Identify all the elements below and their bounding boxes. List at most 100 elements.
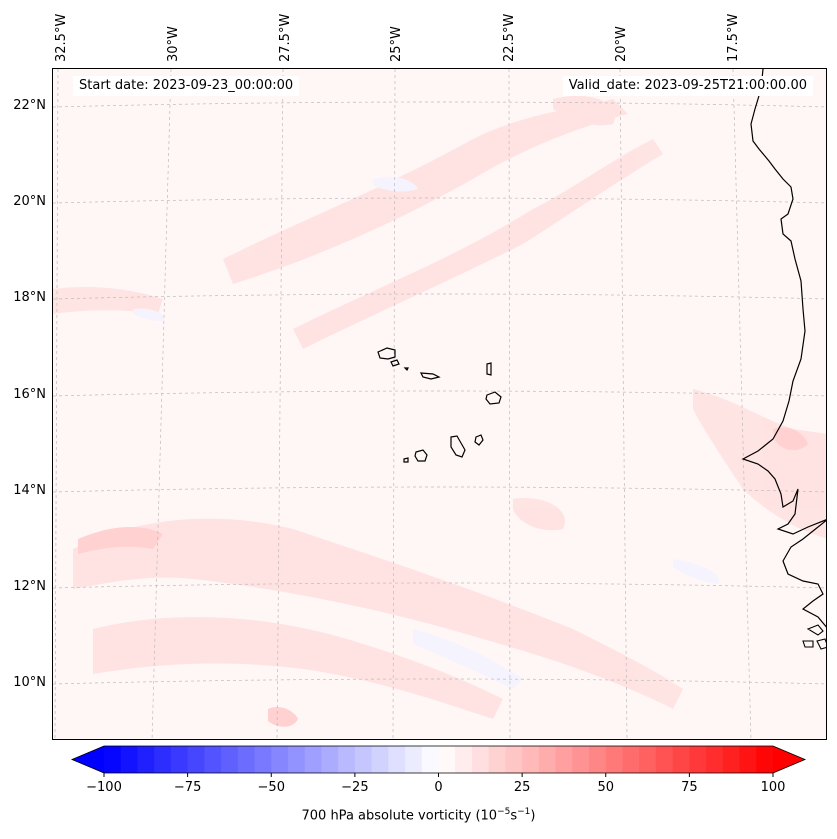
map-panel xyxy=(52,68,827,740)
colorbar-title-exponent-1: −5 xyxy=(497,807,511,817)
colorbar-extend-max xyxy=(773,746,805,773)
colorbar-segment xyxy=(438,746,456,773)
colorbar-tick-label: 100 xyxy=(760,780,786,795)
island-boa-vista xyxy=(485,391,502,405)
longitude-label: 17.5°W xyxy=(726,13,741,62)
island-fogo xyxy=(414,449,428,462)
island-santiago xyxy=(450,435,466,458)
colorbar-segment xyxy=(254,746,272,773)
colorbar-segment xyxy=(338,746,356,773)
colorbar-segment xyxy=(388,746,406,773)
start-date-label: Start date: 2023-09-23_00:00:00 xyxy=(73,76,300,96)
colorbar-segment xyxy=(237,746,256,773)
island-sao-nicolau xyxy=(419,372,441,380)
cape-verde-islands xyxy=(377,347,502,463)
positive-vorticity-band xyxy=(223,99,628,284)
latitude-label: 16°N xyxy=(13,387,46,402)
colorbar-segment xyxy=(555,746,573,773)
colorbar-segment xyxy=(672,746,690,773)
negative-vorticity-band xyxy=(373,177,418,192)
colorbar-tick-label: −75 xyxy=(173,780,202,795)
colorbar-segment xyxy=(689,746,707,773)
colorbar-segment xyxy=(137,746,155,773)
colorbar-segment xyxy=(505,746,523,773)
colorbar-tick-label: −50 xyxy=(257,780,285,795)
colorbar-segment xyxy=(221,746,239,773)
colorbar-segment xyxy=(706,746,724,773)
latitude-label: 14°N xyxy=(13,483,46,498)
colorbar-segment xyxy=(271,746,289,773)
island-santa-luzia xyxy=(403,367,409,372)
colorbar-tick-label: 25 xyxy=(513,780,531,795)
colorbar-tick-label: 0 xyxy=(434,780,443,795)
colorbar-segment xyxy=(471,746,490,773)
colorbar-tick-label: 50 xyxy=(597,780,615,795)
colorbar-segment xyxy=(756,746,774,773)
colorbar-title-unit: s xyxy=(510,808,518,824)
colorbar-segment xyxy=(405,746,423,773)
colorbar-segment xyxy=(589,746,607,773)
colorbar-segment xyxy=(572,746,590,773)
negative-vorticity-band xyxy=(413,629,523,689)
colorbar-segment xyxy=(170,746,189,773)
valid-date-label: Valid_date: 2023-09-25T21:00:00.00 xyxy=(562,76,813,96)
colorbar xyxy=(70,745,807,777)
latitude-label: 22°N xyxy=(13,98,46,113)
island-sao-vicente xyxy=(390,359,400,367)
colorbar-segment xyxy=(120,746,139,773)
colorbar-segment xyxy=(321,746,339,773)
vorticity-shading xyxy=(53,95,826,727)
longitude-label: 30°W xyxy=(166,26,181,62)
colorbar-segment xyxy=(522,746,540,773)
colorbar-title-suffix: ) xyxy=(530,808,536,824)
positive-vorticity-band xyxy=(73,518,683,709)
colorbar-segment xyxy=(655,746,674,773)
latitude-label: 20°N xyxy=(13,194,46,209)
colorbar-segment xyxy=(722,746,741,773)
negative-vorticity-band xyxy=(673,559,719,584)
positive-vorticity-band xyxy=(78,527,163,554)
colorbar-segment xyxy=(488,746,506,773)
positive-vorticity-band xyxy=(93,617,503,719)
bijagos-islands xyxy=(802,624,826,650)
longitude-label: 27.5°W xyxy=(278,13,293,62)
colorbar-segment xyxy=(739,746,757,773)
colorbar-segment xyxy=(421,746,440,773)
colorbar-segment xyxy=(304,746,323,773)
colorbar-segment xyxy=(204,746,222,773)
latitude-label: 12°N xyxy=(13,579,46,594)
colorbar-tick-label: 75 xyxy=(681,780,698,795)
african-coastline xyxy=(741,69,826,628)
longitude-label: 20°W xyxy=(614,26,629,62)
positive-vorticity-band xyxy=(553,95,615,126)
colorbar-segment xyxy=(354,746,373,773)
negative-vorticity-band xyxy=(133,308,164,321)
longitude-label: 22.5°W xyxy=(502,13,517,62)
island-sal xyxy=(486,362,492,376)
colorbar-segment xyxy=(622,746,640,773)
colorbar-tick-label: −100 xyxy=(86,780,122,795)
colorbar-tick-label: −25 xyxy=(341,780,369,795)
colorbar-segment xyxy=(538,746,557,773)
colorbar-extend-min xyxy=(72,746,104,773)
colorbar-segment xyxy=(605,746,624,773)
longitude-label: 25°W xyxy=(389,26,404,62)
positive-vorticity-band xyxy=(513,498,565,531)
positive-vorticity-band xyxy=(693,389,826,539)
colorbar-segment xyxy=(287,746,306,773)
vorticity-map xyxy=(53,69,826,739)
positive-vorticity-band xyxy=(53,287,163,314)
colorbar-segment xyxy=(639,746,657,773)
colorbar-segment xyxy=(371,746,389,773)
graticule xyxy=(53,69,826,739)
island-maio xyxy=(474,434,484,446)
positive-vorticity-band xyxy=(293,139,663,349)
colorbar-segment xyxy=(455,746,473,773)
latitude-label: 10°N xyxy=(13,675,46,690)
colorbar-title-prefix: 700 hPa absolute vorticity (10 xyxy=(301,808,498,824)
island-santo-antao xyxy=(377,347,396,360)
island-brava xyxy=(403,457,409,463)
colorbar-segment xyxy=(154,746,172,773)
colorbar-segment xyxy=(104,746,122,773)
longitude-label: 32.5°W xyxy=(54,13,69,62)
